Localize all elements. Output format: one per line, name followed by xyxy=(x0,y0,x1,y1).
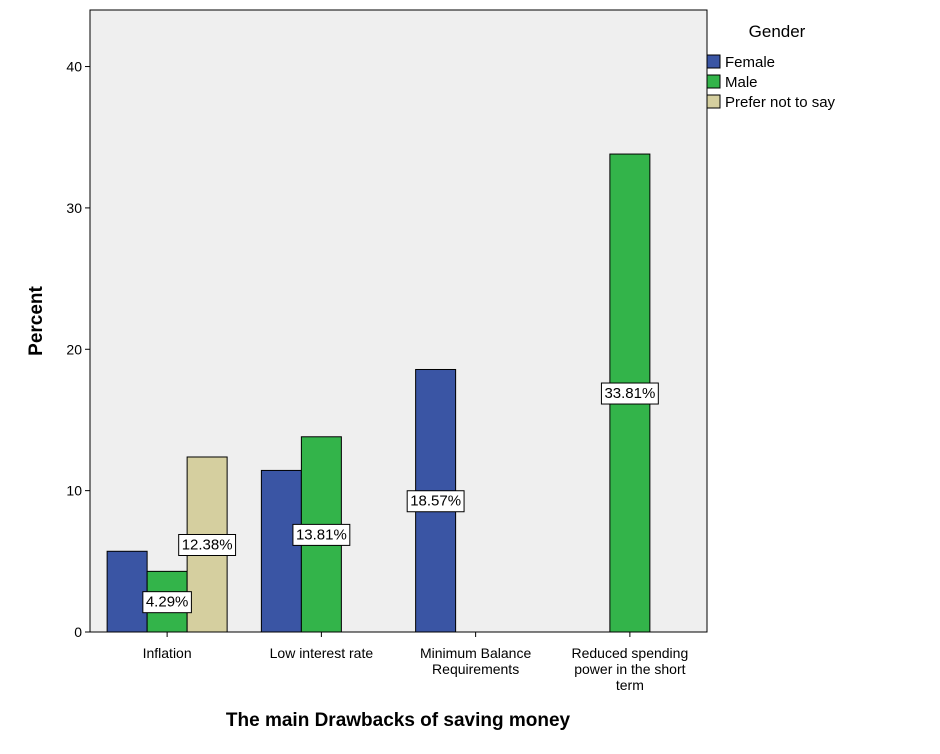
x-category-label: Reduced spending xyxy=(571,645,688,661)
x-category-label: Minimum Balance xyxy=(420,645,531,661)
x-category-label: power in the short xyxy=(574,661,685,677)
legend-swatch xyxy=(706,74,721,89)
y-tick-label: 40 xyxy=(66,59,82,75)
y-axis-title: Percent xyxy=(26,285,47,355)
x-category-label: Inflation xyxy=(143,645,192,661)
legend-label: Female xyxy=(725,54,775,71)
data-label-box xyxy=(292,523,351,546)
data-label-box xyxy=(406,490,465,513)
bar-female xyxy=(106,550,148,633)
data-label: 18.57% xyxy=(406,490,465,513)
x-axis-title: The main Drawbacks of saving money xyxy=(226,710,571,731)
data-label-text: 4.29% xyxy=(146,594,189,611)
data-label-box xyxy=(178,533,237,556)
data-label-box xyxy=(142,591,192,614)
legend-swatch xyxy=(706,54,721,69)
data-label-text: 33.81% xyxy=(604,385,655,402)
y-tick-label: 0 xyxy=(74,624,82,640)
bar-female xyxy=(260,469,302,633)
data-label-text: 12.38% xyxy=(182,536,233,553)
data-label-box xyxy=(600,382,659,405)
x-axis: Inflation Low interest rate Minimum Balanc… xyxy=(143,632,688,693)
x-category-label: Requirements xyxy=(432,661,519,677)
y-tick-label: 10 xyxy=(66,483,82,499)
y-tick-label: 20 xyxy=(66,341,82,357)
data-label-text: 18.57% xyxy=(410,493,461,510)
x-category-label: Low interest rate xyxy=(270,645,374,661)
legend-title: Gender xyxy=(749,22,806,41)
data-label: 33.81% xyxy=(600,382,659,405)
legend-label: Male xyxy=(725,74,758,91)
legend-swatch xyxy=(706,94,721,109)
data-label: 13.81% xyxy=(292,523,351,546)
legend: Gender Female Male Prefer not to say xyxy=(706,22,836,111)
data-label-text: 13.81% xyxy=(296,526,347,543)
x-category-label: term xyxy=(616,677,644,693)
data-labels: 4.29% 12.38% 13.81% 18.57% 33.81% xyxy=(142,382,659,614)
data-label: 4.29% xyxy=(142,591,192,614)
y-tick-label: 30 xyxy=(66,200,82,216)
legend-label: Prefer not to say xyxy=(725,94,836,111)
data-label: 12.38% xyxy=(178,533,237,556)
y-axis: 0 10 20 30 40 xyxy=(66,59,90,640)
